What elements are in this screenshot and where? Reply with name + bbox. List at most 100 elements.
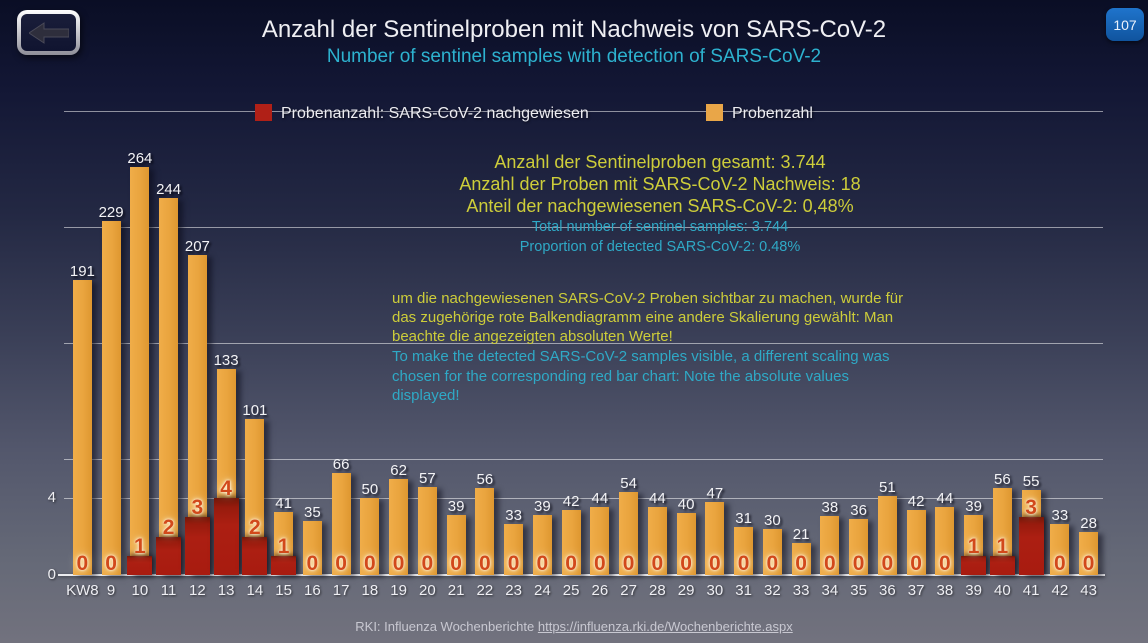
detected-value-label: 0: [565, 552, 577, 575]
detected-value-label: 0: [335, 552, 347, 575]
total-value-label: 191: [69, 262, 95, 280]
total-value-label: 30: [764, 511, 781, 529]
total-bar: [561, 510, 581, 575]
total-bar: [331, 472, 351, 575]
x-tick-label: 24: [534, 582, 551, 599]
x-tick-label: 38: [936, 582, 954, 599]
total-bar: [619, 491, 639, 575]
detected-value-label: 1: [277, 534, 290, 558]
back-arrow-icon: [28, 21, 69, 44]
x-tick-label: 12: [189, 582, 206, 599]
total-value-label: 33: [1051, 507, 1069, 524]
total-bar: [1079, 531, 1099, 575]
x-tick-label: 22: [476, 582, 494, 599]
x-tick-label: 29: [677, 582, 695, 599]
total-value-label: 38: [821, 499, 839, 517]
x-tick-label: 27: [620, 582, 637, 599]
x-tick-label: 28: [649, 582, 666, 599]
total-bar: [475, 488, 495, 575]
x-tick-label: 37: [907, 582, 925, 599]
total-value-label: 35: [304, 503, 321, 521]
chart-title: Anzahl der Sentinelproben mit Nachweis v…: [261, 16, 887, 43]
detected-value-label: 0: [910, 552, 922, 575]
source-link[interactable]: https://influenza.rki.de/Wochenberichte.…: [537, 619, 793, 634]
gridline-detected-4: [64, 498, 1103, 499]
gridline-total-300: [64, 111, 1103, 112]
total-value-label: 133: [213, 352, 239, 370]
total-bar: [647, 506, 667, 575]
stat-proportion-de: Anteil der nachgewiesenen SARS-CoV-2: 0,…: [466, 196, 854, 216]
total-value-label: 54: [620, 474, 637, 492]
x-tick-label: 40: [994, 582, 1011, 599]
source-footer: RKI: Influenza Wochenberichte https://in…: [0, 619, 1148, 634]
total-bar: [360, 497, 380, 575]
total-value-label: 36: [850, 502, 867, 520]
stat-total-samples-en: Total number of sentinel samples: 3.744: [531, 219, 789, 235]
total-value-label: 66: [332, 455, 350, 473]
total-bar: [849, 519, 869, 575]
x-tick-label: 34: [821, 582, 839, 599]
x-tick-label: 30: [706, 582, 724, 599]
detected-bar: [989, 555, 1015, 576]
detected-value-label: 0: [881, 552, 894, 575]
total-value-label: 31: [735, 510, 752, 528]
x-tick-label: 26: [591, 582, 609, 599]
total-value-label: 39: [965, 497, 982, 515]
detected-value-label: 1: [967, 534, 980, 558]
y-tick-label-0: 0: [47, 566, 56, 583]
gridline-total-75: [64, 459, 1103, 460]
detected-value-label: 0: [479, 552, 491, 575]
detected-value-label: 0: [680, 552, 692, 575]
total-bar: [992, 488, 1012, 575]
total-bar: [877, 496, 897, 575]
x-tick-label: 16: [304, 582, 321, 599]
legend-swatch-total: [706, 104, 723, 121]
total-bar: [1050, 524, 1070, 575]
detected-value-label: 0: [622, 552, 635, 575]
total-bar: [676, 513, 696, 575]
x-tick-label: 9: [106, 582, 116, 599]
x-tick-label: 32: [764, 582, 781, 599]
total-value-label: 33: [505, 507, 522, 524]
total-bar: [762, 528, 782, 575]
legend-label-detected: Probenanzahl: SARS-CoV-2 nachgewiesen: [281, 105, 589, 122]
total-value-label: 56: [476, 471, 494, 489]
detected-value-label: 2: [162, 515, 175, 539]
total-value-label: 39: [534, 497, 551, 515]
total-bar: [705, 502, 725, 575]
x-tick-label: 39: [965, 582, 982, 599]
detected-value-label: 0: [105, 552, 117, 575]
scaling-note-german: um die nachgewiesenen SARS-CoV-2 Proben …: [392, 290, 904, 345]
x-tick-label: 33: [792, 582, 810, 599]
total-value-label: 62: [390, 462, 407, 480]
x-tick-label: 10: [131, 582, 149, 599]
x-tick-label: 21: [447, 582, 465, 599]
detected-bar: [961, 555, 987, 576]
source-label: RKI: Influenza Wochenberichte: [355, 619, 535, 634]
total-bar: [72, 279, 92, 575]
detected-bar: [1018, 517, 1044, 576]
total-value-label: 44: [649, 489, 666, 507]
chart-subtitle: Number of sentinel samples with detectio…: [326, 46, 822, 67]
total-bar: [159, 197, 179, 575]
total-value-label: 56: [994, 471, 1011, 489]
x-tick-label: 35: [850, 582, 867, 599]
detected-value-label: 1: [134, 534, 146, 558]
legend-label-total: Probenzahl: [732, 105, 813, 122]
detected-value-label: 0: [824, 552, 836, 575]
x-tick-label: 25: [562, 582, 580, 599]
back-button[interactable]: [17, 10, 80, 55]
back-button-face: [21, 14, 76, 51]
detected-value-label: 0: [939, 552, 951, 575]
stat-total-samples-de: Anzahl der Sentinelproben gesamt: 3.744: [494, 152, 826, 172]
legend-swatch-detected: [255, 104, 272, 121]
x-tick-label: 31: [735, 582, 752, 599]
total-bar: [389, 479, 409, 575]
page-number-badge[interactable]: 107: [1106, 8, 1144, 41]
detected-value-label: 1: [996, 534, 1009, 558]
detected-bar: [242, 536, 268, 575]
total-bar: [302, 520, 322, 575]
detected-bar: [271, 555, 297, 576]
detected-value-label: 0: [76, 552, 89, 575]
gridline-total-150: [64, 343, 1103, 344]
